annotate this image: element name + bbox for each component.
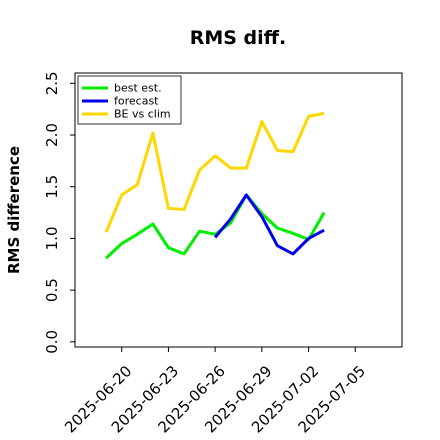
legend-label: BE vs clim xyxy=(114,108,171,121)
y-tick-label: 2.5 xyxy=(43,71,61,95)
y-tick-label: 1.0 xyxy=(43,227,61,251)
chart-title: RMS diff. xyxy=(190,27,287,49)
y-tick-label: 0.0 xyxy=(43,330,61,354)
legend-label: best est. xyxy=(114,82,162,95)
series-lines xyxy=(104,111,326,260)
y-axis: 0.0 0.5 1.0 1.5 2.0 2.5 xyxy=(43,71,75,354)
series-line-be-vs-clim xyxy=(104,111,325,233)
series-line-best-est xyxy=(105,193,326,260)
legend-label: forecast xyxy=(114,95,159,108)
y-tick-label: 0.5 xyxy=(43,278,61,302)
y-tick-label: 2.0 xyxy=(43,123,61,147)
y-axis-label: RMS difference xyxy=(5,146,23,274)
plot-frame xyxy=(74,72,403,348)
series-line-forecast xyxy=(213,193,325,256)
x-axis: 2025-06-202025-06-232025-06-262025-06-29… xyxy=(61,347,369,436)
y-tick-label: 1.5 xyxy=(43,175,61,199)
